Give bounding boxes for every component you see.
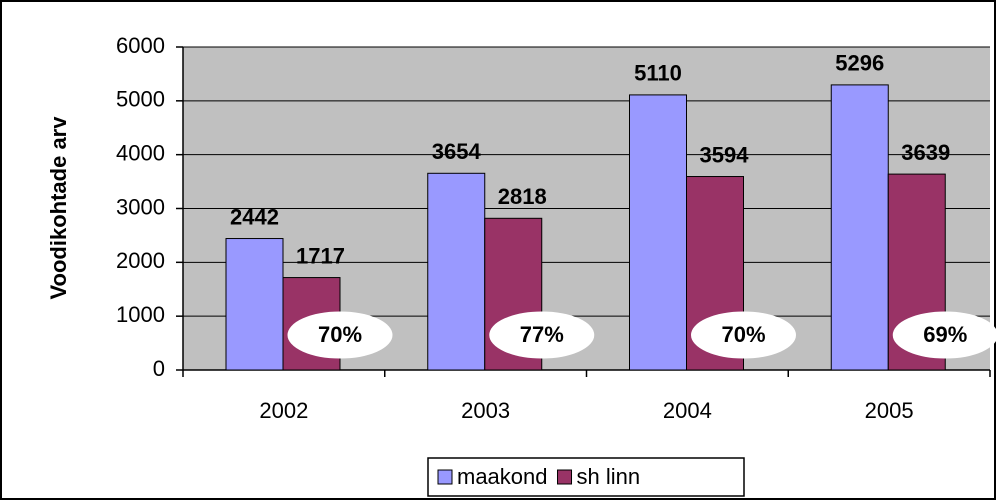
bar — [830, 84, 889, 371]
legend-swatch — [557, 469, 573, 485]
data-label: 1717 — [296, 243, 345, 268]
data-label: 3639 — [901, 140, 950, 165]
data-label: 3654 — [432, 139, 482, 164]
x-tick-label: 2002 — [259, 398, 308, 423]
y-tick-label: 5000 — [116, 87, 165, 112]
annotation: 77% — [520, 322, 564, 347]
annotation-bubble — [287, 311, 393, 359]
annotation-bubble — [489, 311, 595, 359]
y-tick-label: 6000 — [116, 33, 165, 58]
data-label: 3594 — [700, 142, 750, 167]
y-tick-label: 4000 — [116, 140, 165, 165]
x-tick-label: 2004 — [663, 398, 712, 423]
annotation-bubble — [691, 311, 796, 359]
data-label: 2818 — [498, 184, 547, 209]
data-label: 5296 — [835, 51, 884, 76]
bar — [629, 94, 687, 371]
annotation: 70% — [721, 322, 765, 347]
data-label: 5110 — [634, 61, 682, 86]
data-label: 2442 — [230, 204, 279, 229]
y-tick-label: 0 — [153, 356, 165, 381]
legend-label: sh linn — [577, 464, 641, 489]
bar — [225, 238, 284, 371]
annotation: 70% — [318, 322, 362, 347]
annotation: 69% — [923, 322, 967, 347]
x-tick-label: 2005 — [865, 398, 914, 423]
legend-label: maakond — [457, 464, 548, 489]
legend-box — [427, 457, 745, 497]
bar — [427, 172, 486, 371]
y-tick-label: 2000 — [116, 248, 165, 273]
y-axis-label: Voodikohtade arv — [46, 116, 71, 300]
y-tick-label: 3000 — [116, 194, 165, 219]
y-tick-label: 1000 — [116, 302, 165, 327]
x-tick-label: 2003 — [461, 398, 510, 423]
annotation-bubble — [892, 311, 997, 359]
legend-swatch — [437, 469, 453, 485]
